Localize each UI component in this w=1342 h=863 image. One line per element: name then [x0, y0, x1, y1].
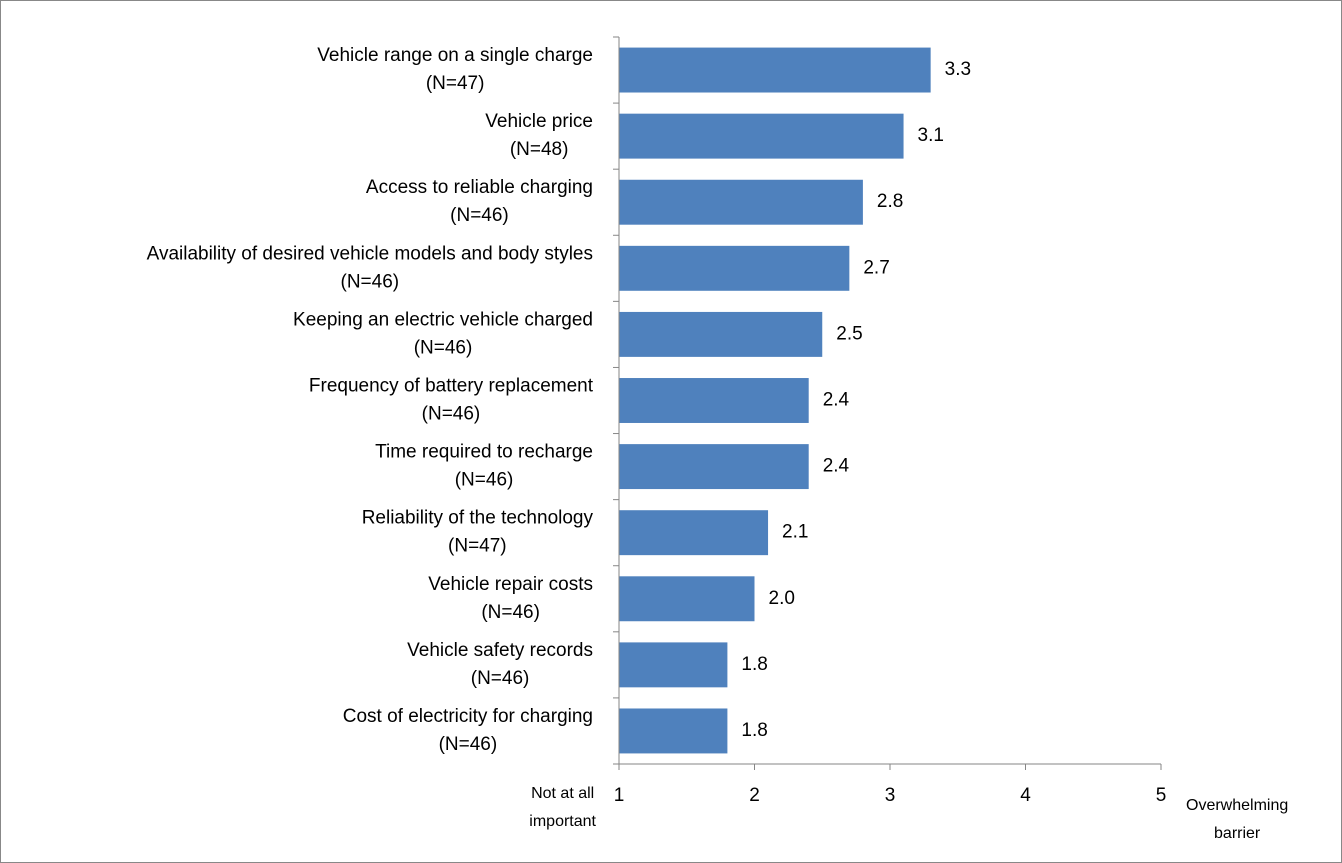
y-tick-label-line: (N=46): [455, 470, 514, 491]
x-tick-label: 5: [1156, 785, 1167, 806]
y-tick-label-line: Frequency of battery replacement: [309, 376, 594, 397]
x-tick-label: 4: [1020, 785, 1031, 806]
y-tick-label-line: Vehicle range on a single charge: [317, 45, 593, 66]
value-label: 2.4: [823, 456, 850, 477]
y-tick-label-line: Availability of desired vehicle models a…: [147, 243, 593, 264]
x-min-label-line: important: [529, 813, 596, 830]
y-tick-label-line: (N=46): [481, 602, 540, 623]
y-tick-label-line: (N=46): [471, 668, 530, 689]
x-max-label-line: barrier: [1214, 825, 1261, 842]
y-tick-label-line: Time required to recharge: [375, 442, 593, 463]
x-tick-label: 1: [614, 785, 625, 806]
value-label: 3.3: [945, 59, 971, 80]
bar: [619, 576, 755, 622]
x-max-label: Overwhelming barrier: [1186, 797, 1288, 842]
y-tick-label-line: (N=46): [341, 271, 400, 292]
y-tick-label-line: (N=46): [422, 404, 481, 425]
y-tick-label-line: (N=46): [439, 734, 498, 755]
y-tick-label-line: (N=47): [448, 536, 507, 557]
x-min-label: Not at all important: [529, 785, 596, 830]
y-tick-label-line: Vehicle repair costs: [428, 574, 593, 595]
bar: [619, 708, 728, 754]
value-label: 1.8: [741, 654, 767, 675]
value-label: 2.7: [863, 257, 889, 278]
y-tick-label: Cost of electricity for charging (N=46): [343, 706, 593, 755]
y-tick-label: Access to reliable charging (N=46): [366, 177, 593, 226]
y-tick-label: Time required to recharge (N=46): [375, 442, 593, 491]
y-tick-label-line: (N=46): [450, 205, 509, 226]
value-label: 2.5: [836, 323, 862, 344]
x-tick-label: 2: [749, 785, 760, 806]
value-label: 2.8: [877, 191, 903, 212]
bar: [619, 113, 904, 159]
y-tick-label-line: (N=46): [414, 337, 473, 358]
y-tick-label-line: Vehicle safety records: [407, 640, 593, 661]
y-tick-label-line: Cost of electricity for charging: [343, 706, 593, 727]
y-tick-label: Vehicle safety records (N=46): [407, 640, 593, 689]
x-tick-label: 3: [885, 785, 896, 806]
y-tick-label-line: Vehicle price: [485, 111, 593, 132]
y-tick-label-line: (N=47): [426, 73, 485, 94]
y-tick-label-line: Reliability of the technology: [362, 508, 594, 529]
bar: [619, 642, 728, 688]
bar: [619, 378, 809, 423]
bar: [619, 510, 769, 556]
bar: [619, 444, 809, 490]
y-tick-label: Vehicle repair costs (N=46): [428, 574, 593, 623]
y-tick-label-line: Keeping an electric vehicle charged: [293, 309, 593, 330]
bar: [619, 47, 931, 93]
value-label: 2.0: [769, 588, 795, 609]
y-tick-label: Vehicle range on a single charge (N=47): [317, 45, 593, 94]
y-tick-label: Keeping an electric vehicle charged (N=46…: [293, 309, 593, 358]
y-tick-label: Reliability of the technology (N=47): [362, 508, 594, 557]
y-tick-label-line: (N=48): [510, 139, 569, 160]
x-min-label-line: Not at all: [531, 785, 594, 802]
bar: [619, 179, 863, 225]
bar: [619, 245, 850, 291]
value-label: 3.1: [918, 125, 944, 146]
y-tick-label: Availability of desired vehicle models a…: [147, 243, 593, 292]
value-label: 1.8: [741, 720, 767, 741]
value-label: 2.1: [782, 522, 808, 543]
y-tick-label-line: Access to reliable charging: [366, 177, 593, 198]
y-tick-label: Vehicle price (N=48): [485, 111, 593, 160]
bar: [619, 311, 823, 357]
y-tick-label: Frequency of battery replacement (N=46): [309, 376, 594, 425]
value-label: 2.4: [823, 390, 850, 411]
x-max-label-line: Overwhelming: [1186, 797, 1288, 814]
